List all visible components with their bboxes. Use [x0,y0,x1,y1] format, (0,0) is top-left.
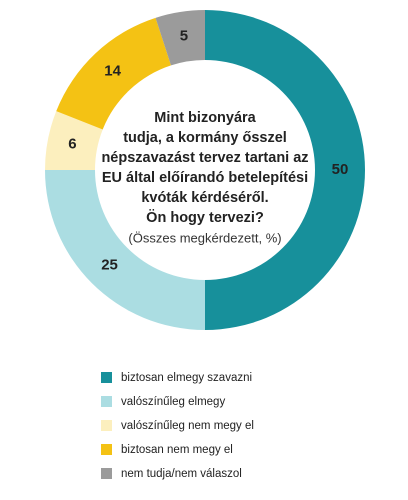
chart-subtitle: (Összes megkérdezett, %) [128,230,281,245]
data-label: 5 [180,28,188,45]
data-label: 6 [68,136,76,153]
legend-label: valószínűleg elmegy [121,396,225,408]
legend-swatch [101,468,112,479]
legend-label: nem tudja/nem válaszol [121,468,242,480]
chart-title: EU által előírandó betelepítési [102,170,308,186]
legend-swatch [101,420,112,431]
donut-slice [56,17,172,130]
donut-slice [45,170,205,330]
legend-label: biztosan nem megy el [121,444,233,456]
data-label: 25 [101,256,118,273]
legend-swatch [101,444,112,455]
legend-swatch [101,372,112,383]
data-label: 50 [332,161,349,178]
chart-title: Mint bizonyára [154,110,256,126]
chart-title: tudja, a kormány ősszel [123,130,287,146]
donut-slice [155,10,205,66]
donut-slice [45,111,103,170]
legend-label: valószínűleg nem megy el [121,420,254,432]
data-label: 14 [104,63,121,80]
legend-swatch [101,396,112,407]
chart-title: népszavazást tervez tartani az [101,150,308,166]
chart-title: kvóták kérdéséről. [141,190,268,206]
legend-label: biztosan elmegy szavazni [121,372,252,384]
donut-slice [205,10,365,330]
chart-title: Ön hogy tervezi? [146,209,264,226]
